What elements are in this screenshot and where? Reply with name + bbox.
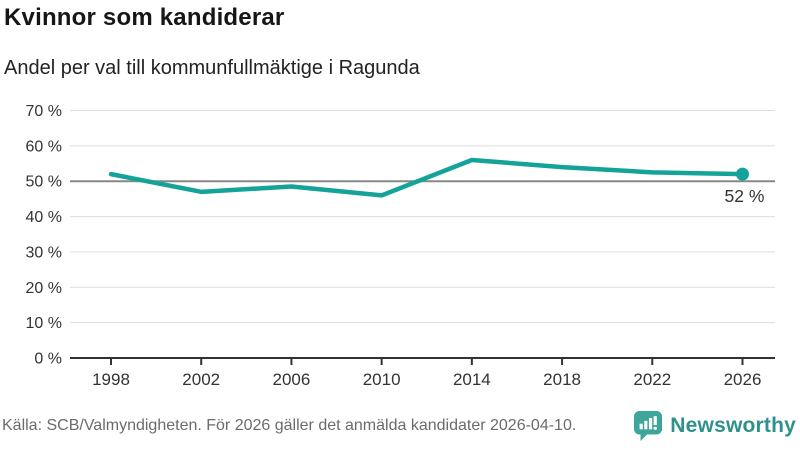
newsworthy-logo-text: Newsworthy <box>670 414 796 437</box>
y-tick-label: 10 % <box>26 315 62 332</box>
x-tick-label: 1998 <box>92 370 130 389</box>
data-line <box>108 157 745 198</box>
x-tick-label: 2006 <box>273 370 311 389</box>
source-note: Källa: SCB/Valmyndigheten. För 2026 gäll… <box>2 417 577 434</box>
chart-area: 0 % 10 % 20 % 30 % 40 % 50 % 60 % 70 % 1998 2002 2… <box>0 90 800 400</box>
x-tick-label: 2022 <box>633 370 671 389</box>
footer: Källa: SCB/Valmyndigheten. För 2026 gäll… <box>0 408 800 444</box>
y-tick-label: 70 % <box>26 103 62 120</box>
x-tick-label: 2010 <box>363 370 401 389</box>
end-point-label: 52 % <box>725 186 765 206</box>
x-tick-label: 2002 <box>182 370 220 389</box>
line-chart: 0 % 10 % 20 % 30 % 40 % 50 % 60 % 70 % 1998 2002 2… <box>26 103 775 389</box>
chart-subtitle: Andel per val till kommunfullmäktige i R… <box>4 57 420 79</box>
y-tick-label: 30 % <box>26 244 62 261</box>
x-tick-label: 2018 <box>543 370 581 389</box>
y-tick-label: 40 % <box>26 209 62 226</box>
x-tick-label: 2026 <box>724 370 762 389</box>
x-tick-label: 2014 <box>453 370 491 389</box>
y-tick-label: 50 % <box>26 174 62 191</box>
y-tick-label: 0 % <box>34 351 62 368</box>
page-title: Kvinnor som kandiderar <box>4 4 285 31</box>
newsworthy-logo[interactable]: Newsworthy <box>633 410 796 443</box>
y-tick-label: 20 % <box>26 280 62 297</box>
end-point-marker <box>736 167 749 181</box>
y-tick-label: 60 % <box>26 138 62 155</box>
newsworthy-logo-icon <box>634 410 663 441</box>
